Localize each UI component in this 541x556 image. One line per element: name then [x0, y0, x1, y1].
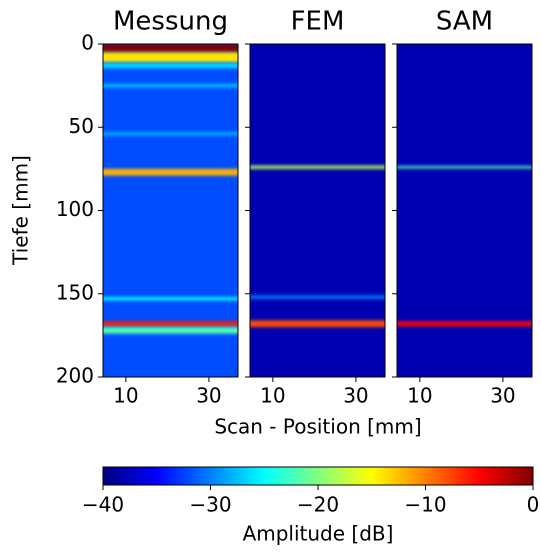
heatmap-band	[103, 83, 238, 88]
panel	[397, 44, 532, 377]
heatmap-band	[103, 52, 238, 63]
panel-title: Messung	[113, 7, 228, 37]
y-tick-label: 150	[56, 280, 94, 304]
heatmap-band	[250, 165, 385, 169]
heatmap-band	[250, 320, 385, 328]
colorbar-tick-label: −20	[297, 493, 339, 517]
colorbar-tick-label: 0	[527, 493, 540, 517]
y-axis-label: Tiefe [mm]	[9, 155, 33, 266]
heatmap-band	[397, 321, 532, 327]
panel-title: SAM	[436, 7, 493, 37]
x-tick-label: 30	[196, 384, 221, 408]
colorbar-tick-label: −30	[189, 493, 231, 517]
x-tick-label: 30	[490, 384, 515, 408]
panel	[103, 44, 238, 377]
x-tick-label: 10	[113, 384, 138, 408]
colorbar-tick-label: −40	[82, 493, 124, 517]
heatmap-band	[397, 165, 532, 169]
heatmap-band	[103, 168, 238, 176]
colorbar-tick-label: −10	[404, 493, 446, 517]
colorbar-label: Amplitude [dB]	[243, 522, 394, 546]
heatmap-band	[103, 44, 238, 53]
heatmap-band	[103, 321, 238, 327]
y-tick-label: 50	[69, 114, 94, 138]
heatmap-band	[250, 295, 385, 299]
x-axis-label: Scan - Position [mm]	[214, 415, 421, 439]
heatmap-band	[103, 63, 238, 69]
heatmap-band	[103, 297, 238, 301]
colorbar	[102, 466, 534, 486]
x-tick-label: 30	[343, 384, 368, 408]
y-tick-label: 200	[56, 364, 94, 388]
panel	[250, 44, 385, 377]
heatmap-band	[103, 327, 238, 334]
heatmap-background	[397, 44, 532, 377]
panel-title: FEM	[291, 7, 345, 37]
heatmap-band	[103, 132, 238, 136]
x-tick-label: 10	[260, 384, 285, 408]
y-tick-label: 0	[81, 31, 94, 55]
y-tick-label: 100	[56, 197, 94, 221]
x-tick-label: 10	[407, 384, 432, 408]
